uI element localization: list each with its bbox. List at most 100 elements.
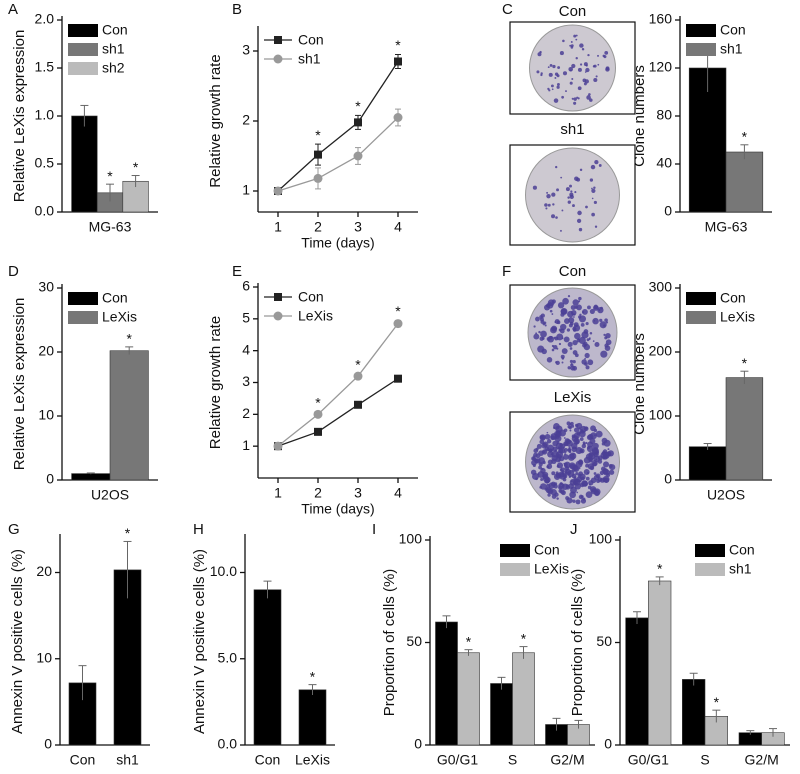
colony (600, 466, 606, 472)
colony (572, 360, 576, 364)
x-tick-label: 2 (314, 219, 322, 235)
legend-label: sh1 (729, 561, 752, 577)
colony (535, 316, 540, 322)
colony (589, 483, 591, 486)
colony (582, 311, 585, 314)
y-axis-label: Relative growth rate (207, 316, 224, 449)
image-label: Con (559, 263, 587, 280)
colony (573, 324, 581, 332)
y-tick-label: 30 (38, 279, 54, 295)
colony (573, 97, 577, 101)
colony (595, 430, 603, 438)
legend-swatch (686, 311, 716, 324)
series-line (277, 378, 399, 447)
colony (568, 462, 576, 470)
colony (552, 446, 558, 452)
x-tick-label: 4 (394, 219, 402, 235)
colony (531, 456, 535, 461)
colony (547, 203, 551, 207)
colony (562, 297, 569, 305)
y-tick-label: 120 (649, 59, 673, 75)
colony (557, 302, 565, 309)
colony (561, 337, 564, 340)
colony (549, 64, 553, 67)
colony (573, 478, 579, 485)
colony (593, 474, 600, 481)
colony (573, 313, 576, 316)
colony (571, 63, 576, 69)
colony (580, 430, 585, 434)
colony (540, 478, 544, 481)
legend-swatch (695, 563, 725, 576)
x-axis-label: Time (days) (301, 501, 374, 517)
colony (571, 97, 574, 100)
colony (567, 448, 572, 453)
x-tick-label: U2OS (91, 487, 129, 503)
legend-swatch (686, 24, 716, 37)
colony (605, 66, 610, 71)
x-tick-label: S (508, 752, 517, 768)
colony (566, 421, 571, 426)
colony (546, 431, 549, 434)
panel-letter: A (8, 1, 18, 18)
colony (551, 88, 554, 91)
panel-letter: F (502, 263, 511, 280)
colony (556, 462, 564, 469)
colony (538, 450, 544, 456)
x-tick-label: LeXis (295, 752, 330, 768)
colony (561, 483, 569, 490)
colony (548, 72, 553, 77)
colony (578, 315, 582, 319)
significance: * (315, 127, 321, 143)
y-tick-label: 20 (38, 343, 54, 359)
marker (273, 186, 283, 196)
significance: * (310, 668, 316, 684)
colony (556, 497, 559, 500)
colony (578, 227, 583, 232)
colony (582, 343, 587, 348)
y-tick-label: 0 (44, 736, 52, 752)
colony (599, 477, 605, 483)
colony (601, 450, 607, 456)
colony (587, 305, 591, 310)
colony (575, 34, 578, 37)
colony (570, 40, 573, 43)
colony (537, 52, 542, 57)
colony (538, 330, 541, 334)
colony (594, 225, 598, 228)
colony (562, 71, 568, 76)
colony (558, 489, 563, 493)
colony (576, 491, 579, 494)
colony (585, 441, 588, 445)
bar (253, 589, 282, 746)
colony (551, 192, 556, 197)
colony (569, 81, 573, 85)
colony (553, 426, 556, 430)
colony (573, 476, 577, 480)
y-tick-label: 3 (242, 42, 250, 58)
legend-swatch (68, 311, 98, 324)
y-tick-label: 0.0 (218, 736, 238, 752)
colony (552, 203, 555, 206)
colony (578, 296, 582, 301)
legend-label: Con (298, 32, 324, 48)
colony (543, 304, 551, 311)
colony (562, 39, 565, 43)
colony (540, 330, 547, 338)
colony (547, 450, 554, 458)
colony (544, 324, 547, 327)
colony (598, 308, 601, 312)
colony (584, 362, 588, 366)
colony (594, 434, 596, 437)
colony (582, 78, 587, 83)
colony (602, 54, 606, 58)
colony (569, 359, 574, 364)
significance: * (657, 561, 663, 577)
legend-swatch (500, 563, 530, 576)
colony (540, 319, 545, 324)
y-tick-label: 0 (604, 736, 612, 752)
x-tick-label: G2/M (550, 752, 584, 768)
legend-label: sh1 (102, 41, 125, 57)
y-tick-label: 10 (38, 407, 54, 423)
